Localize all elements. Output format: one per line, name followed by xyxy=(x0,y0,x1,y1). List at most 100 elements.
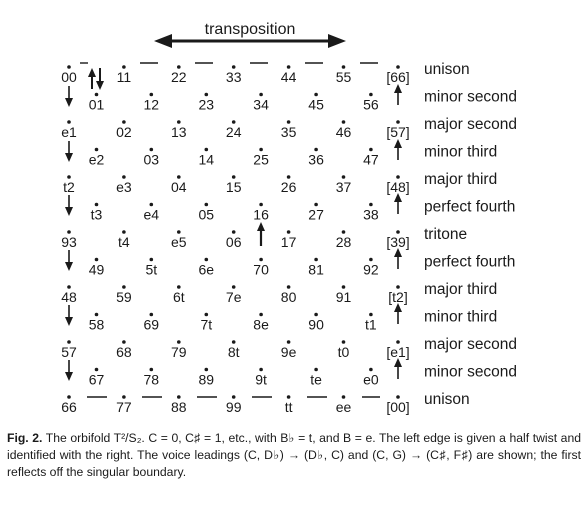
chord-point xyxy=(341,230,346,234)
chord-point xyxy=(396,340,400,344)
chord-point xyxy=(67,395,71,399)
chord-point xyxy=(231,65,236,69)
chord-label: 15 xyxy=(226,179,242,195)
interval-label: tritone xyxy=(424,226,467,243)
chord-point xyxy=(204,257,209,262)
chord-label: 58 xyxy=(89,317,105,333)
transposition-label: transposition xyxy=(205,21,296,38)
interval-label: major second xyxy=(424,336,517,353)
chord-point xyxy=(122,175,126,179)
chord-label: 03 xyxy=(144,152,160,168)
chord-label: 67 xyxy=(89,372,105,388)
chord-label: 89 xyxy=(199,372,215,388)
chord-point xyxy=(204,202,209,207)
orbifold-diagram: transposition xyxy=(61,21,517,415)
chord-label: 34 xyxy=(253,97,269,113)
chord-point xyxy=(67,285,71,289)
chord-label: 05 xyxy=(199,207,215,223)
chord-point xyxy=(259,367,263,372)
chord-point xyxy=(149,147,154,152)
chord-label: e2 xyxy=(89,152,105,168)
chord-point xyxy=(314,202,318,207)
chord-label: 81 xyxy=(308,262,324,278)
interval-label: minor third xyxy=(424,309,497,326)
interval-label: perfect fourth xyxy=(424,254,515,271)
chord-label: 48 xyxy=(61,289,77,305)
chord-label: 16 xyxy=(253,207,269,223)
chord-point xyxy=(177,285,181,289)
chord-label: 8t xyxy=(228,344,240,360)
chord-label: tt xyxy=(285,399,293,415)
chord-point xyxy=(396,175,400,179)
caption-text-1: The orbifold xyxy=(42,431,114,445)
chord-point xyxy=(259,312,263,317)
chord-point xyxy=(341,395,346,399)
boundary-chord-label: [e1] xyxy=(386,344,409,360)
chord-point xyxy=(396,65,400,69)
chord-label: 44 xyxy=(281,69,297,85)
chord-point xyxy=(286,65,291,69)
chord-point xyxy=(94,367,99,372)
chord-point xyxy=(286,395,291,399)
chord-label: 38 xyxy=(363,207,379,223)
figure-caption: Fig. 2. The orbifold T²/S₂. C = 0, C♯ = … xyxy=(7,430,581,481)
chord-point xyxy=(286,285,291,289)
chord-point xyxy=(67,175,71,179)
chord-point xyxy=(369,147,373,152)
chord-point xyxy=(396,395,400,399)
chord-point xyxy=(177,175,181,179)
chord-point xyxy=(231,395,236,399)
interval-label: minor third xyxy=(424,144,497,161)
chord-point xyxy=(286,340,291,344)
chord-label: e1 xyxy=(61,124,77,140)
chord-label: 93 xyxy=(61,234,77,250)
boundary-chord-label: [t2] xyxy=(388,289,407,305)
chord-point xyxy=(94,147,99,152)
chord-point xyxy=(149,92,154,97)
chord-label: te xyxy=(310,372,322,388)
chord-label: 80 xyxy=(281,289,297,305)
chord-point xyxy=(396,230,400,234)
chord-point xyxy=(314,257,318,262)
chord-label: 14 xyxy=(199,152,215,168)
chord-label: e4 xyxy=(144,207,160,223)
chord-point xyxy=(286,230,291,234)
chord-label: 6e xyxy=(199,262,215,278)
chord-label: 17 xyxy=(281,234,297,250)
chord-label: 49 xyxy=(89,262,105,278)
chord-label: 13 xyxy=(171,124,187,140)
chord-point xyxy=(314,92,318,97)
chord-point xyxy=(396,120,400,124)
chord-label: 66 xyxy=(61,399,77,415)
chord-label: 5t xyxy=(145,262,157,278)
chord-label: 37 xyxy=(336,179,352,195)
chord-label: 22 xyxy=(171,69,187,85)
chord-label: 26 xyxy=(281,179,297,195)
chord-point xyxy=(259,202,263,207)
chord-label: 56 xyxy=(363,97,379,113)
chord-point xyxy=(286,175,291,179)
chord-label: 7e xyxy=(226,289,242,305)
voice-leading-reflection-arrows xyxy=(88,68,104,90)
boundary-chord-label: [48] xyxy=(386,179,409,195)
chord-point xyxy=(177,230,181,234)
chord-point xyxy=(122,65,126,69)
chord-label: t3 xyxy=(91,207,103,223)
chord-point xyxy=(122,285,126,289)
caption-orbifold-symbol: T²/S₂ xyxy=(113,431,142,445)
interval-label: unison xyxy=(424,61,470,78)
chord-point xyxy=(369,312,373,317)
chord-label: 02 xyxy=(116,124,132,140)
chord-label: 23 xyxy=(199,97,215,113)
chord-label: 55 xyxy=(336,69,352,85)
chord-label: 47 xyxy=(363,152,379,168)
interval-labels: unison minor second major second minor thir… xyxy=(424,61,517,408)
chord-grid: 00 11 22 33 44 55 [66] 01 12 23 34 45 56 e1 02 13 24 35 46… xyxy=(61,65,410,415)
chord-point xyxy=(177,395,181,399)
interval-label: minor second xyxy=(424,364,517,381)
chord-point xyxy=(149,202,154,207)
chord-point xyxy=(231,340,236,344)
chord-point xyxy=(314,312,318,317)
chord-label: 59 xyxy=(116,289,132,305)
chord-label: 91 xyxy=(336,289,352,305)
